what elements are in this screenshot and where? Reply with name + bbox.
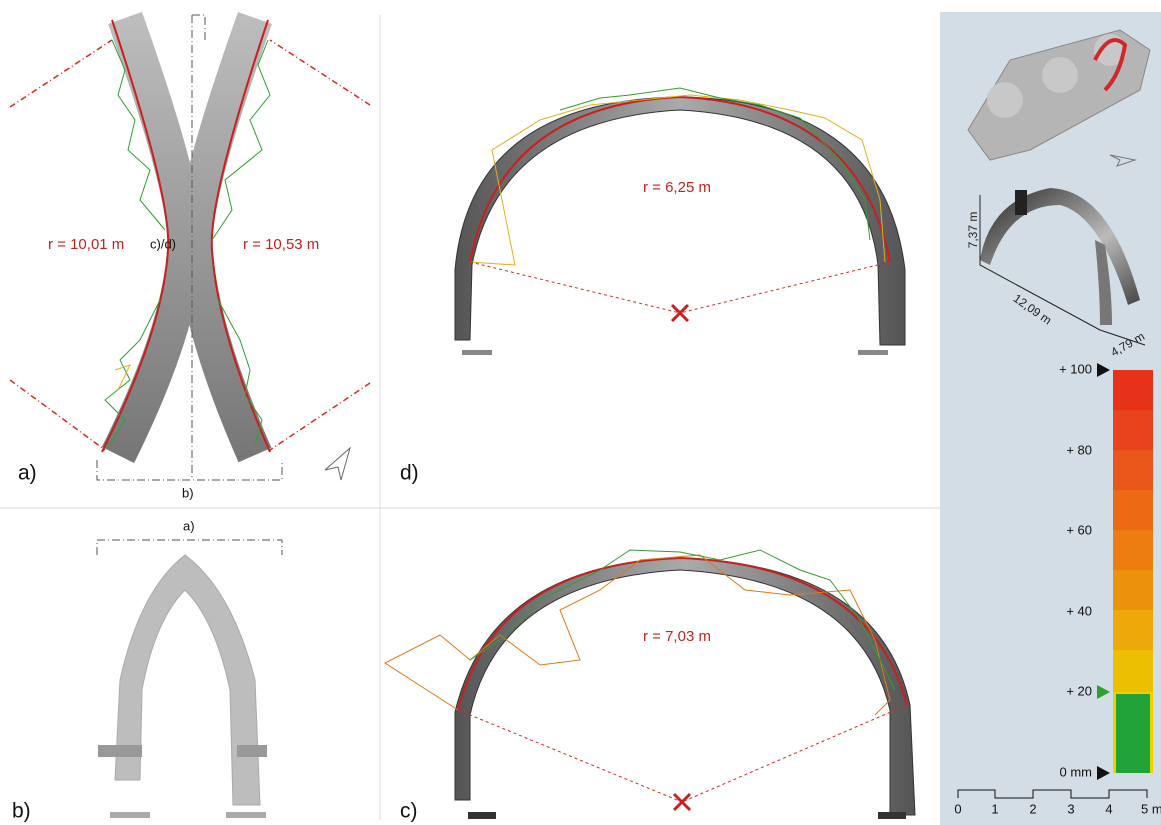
color-scale: + 100 + 80 + 60 + 40 + 20 0 mm bbox=[1059, 361, 1153, 780]
panel-b: b) a) bbox=[12, 518, 283, 823]
panel-a: a) r = 10,01 m r = 10,53 m c)/d) b) bbox=[9, 11, 371, 500]
section-ref: c)/d) bbox=[150, 236, 176, 251]
panel-c: c) r = 7,03 m bbox=[383, 549, 916, 823]
scale-bar-label: 4 bbox=[1105, 801, 1112, 816]
scale-bar-label: 3 bbox=[1067, 801, 1074, 816]
panel-label: c) bbox=[400, 800, 418, 823]
scale-bar-label: 2 bbox=[1029, 801, 1036, 816]
scale-bar-label: 1 bbox=[991, 801, 998, 816]
cut-ref: a) bbox=[183, 518, 195, 533]
radius-label: r = 7,03 m bbox=[643, 628, 711, 645]
panel-d: d) r = 6,25 m bbox=[400, 87, 906, 485]
radius-label: r = 10,53 m bbox=[243, 236, 319, 253]
radius-label: r = 6,25 m bbox=[643, 179, 711, 196]
scale-bar-label: 0 bbox=[954, 801, 961, 816]
scale-label: + 40 bbox=[1066, 603, 1092, 618]
scale-bar-label: 5 m bbox=[1141, 801, 1161, 816]
scale-bar: 0 1 2 3 4 5 m bbox=[954, 789, 1161, 816]
panel-label: a) bbox=[18, 462, 37, 485]
scale-label: + 60 bbox=[1066, 522, 1092, 537]
radius-label: r = 10,01 m bbox=[48, 236, 124, 253]
dimension: 7,37 m bbox=[966, 212, 980, 249]
panel-label: b) bbox=[12, 800, 31, 823]
panel-label: d) bbox=[400, 462, 419, 485]
model-overview bbox=[967, 29, 1151, 167]
scale-label: + 20 bbox=[1066, 683, 1092, 698]
scale-label: + 80 bbox=[1066, 442, 1092, 457]
cut-ref: b) bbox=[182, 485, 194, 500]
scale-label: + 100 bbox=[1059, 361, 1092, 376]
scale-label: 0 mm bbox=[1060, 764, 1093, 779]
